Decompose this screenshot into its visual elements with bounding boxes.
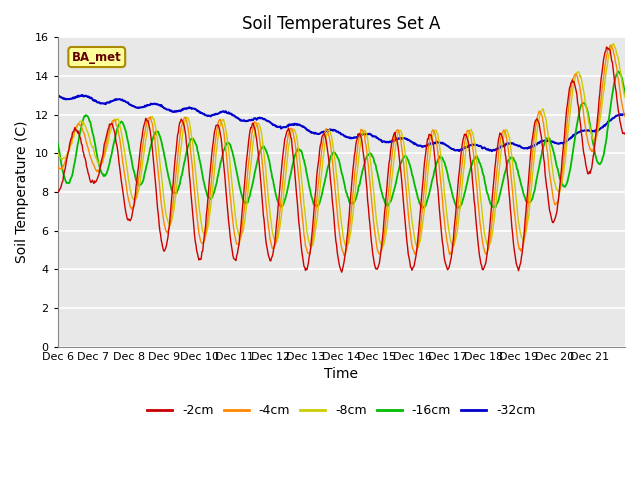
X-axis label: Time: Time bbox=[324, 367, 358, 381]
Legend: -2cm, -4cm, -8cm, -16cm, -32cm: -2cm, -4cm, -8cm, -16cm, -32cm bbox=[142, 399, 541, 422]
Y-axis label: Soil Temperature (C): Soil Temperature (C) bbox=[15, 121, 29, 263]
Title: Soil Temperatures Set A: Soil Temperatures Set A bbox=[242, 15, 440, 33]
Text: BA_met: BA_met bbox=[72, 50, 122, 63]
